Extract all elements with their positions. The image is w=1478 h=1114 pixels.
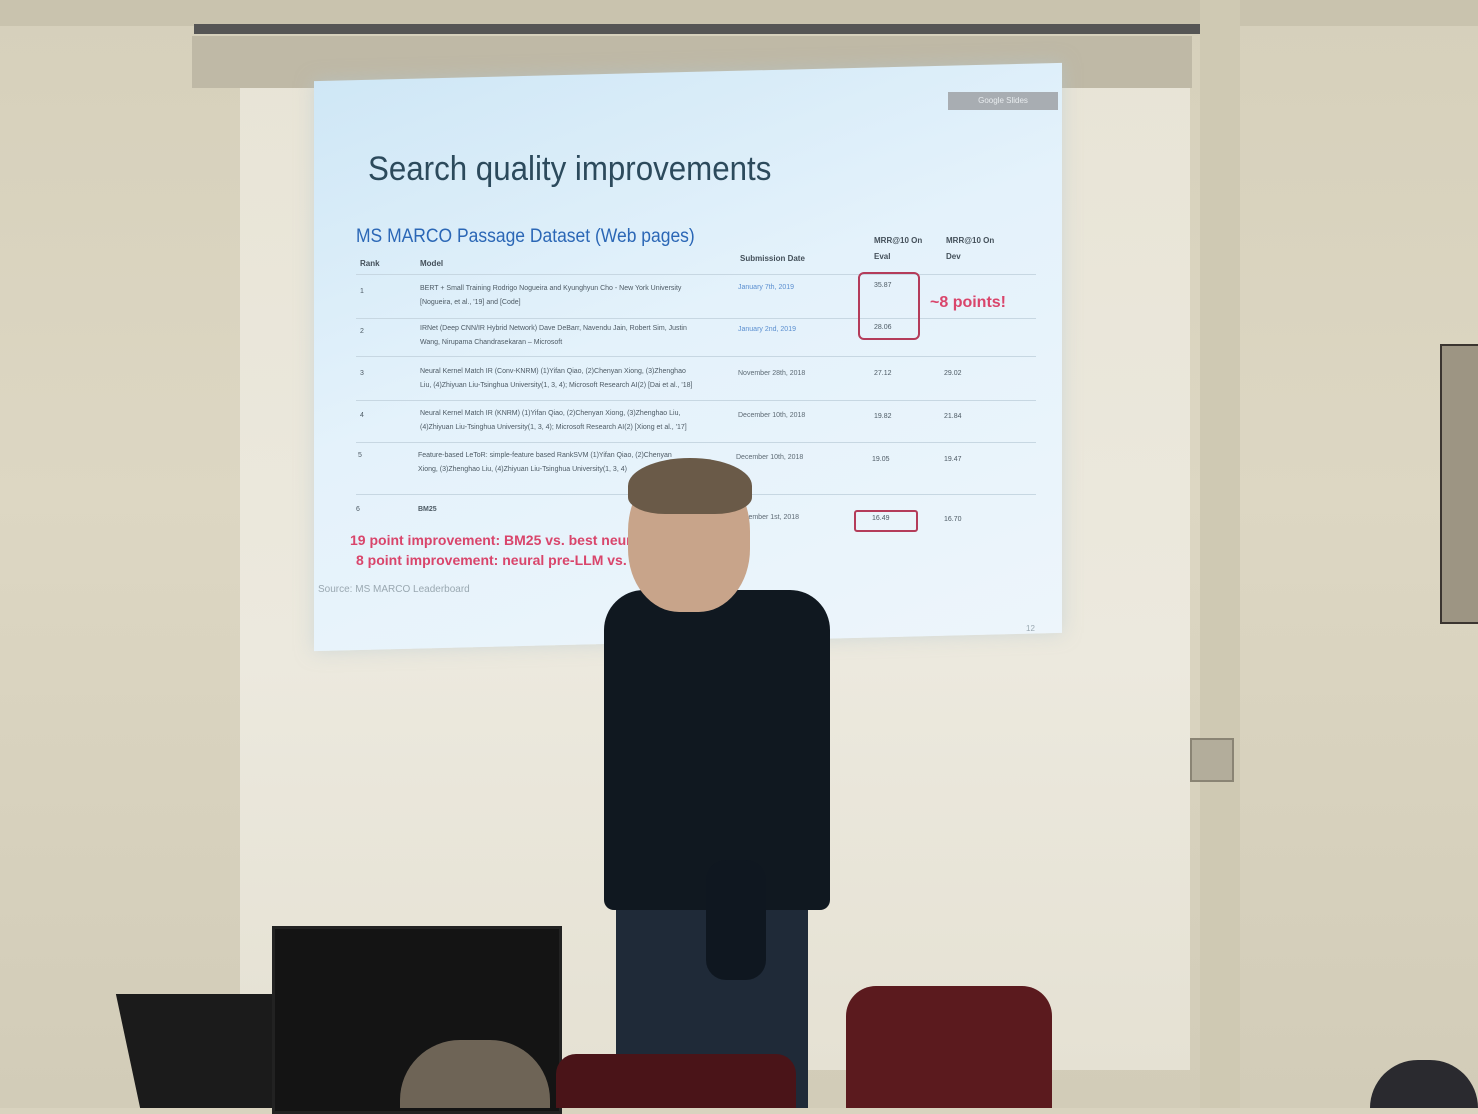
highlight-box-bm25 — [854, 510, 918, 532]
wall-outlet — [1190, 738, 1234, 782]
row-rank: 1 — [360, 288, 364, 295]
table-divider — [356, 274, 1036, 275]
row-rank: 5 — [358, 452, 362, 459]
slide-title: Search quality improvements — [368, 150, 772, 188]
row-dev: 16.70 — [944, 516, 962, 523]
row-rank: 3 — [360, 370, 364, 377]
chair — [846, 986, 1052, 1108]
table-divider — [356, 318, 1036, 319]
row-model-line1: Neural Kernel Match IR (KNRM) (1)Yifan Q… — [420, 410, 681, 417]
slide-page-number: 12 — [1026, 624, 1035, 633]
annotation-points: ~8 points! — [930, 294, 1007, 311]
row-model-line1: BERT + Small Training Rodrigo Nogueira a… — [420, 285, 682, 292]
row-model-line1: Feature-based LeToR: simple-feature base… — [418, 452, 672, 459]
header-eval-line1: MRR@10 On — [874, 236, 923, 245]
row-eval: 19.82 — [874, 413, 892, 420]
table-divider — [356, 442, 1036, 443]
screen-rail — [194, 24, 1204, 34]
slide-source: Source: MS MARCO Leaderboard — [318, 584, 470, 595]
row-date: December 10th, 2018 — [736, 454, 804, 461]
row-eval: 19.05 — [872, 456, 890, 463]
row-rank: 4 — [360, 412, 364, 419]
header-eval-line2: Eval — [874, 252, 891, 261]
row-eval: 16.49 — [872, 515, 890, 522]
highlight-box-top — [858, 272, 920, 340]
table-divider — [356, 356, 1036, 357]
row-model-line2: [Nogueira, et al., '19] and [Code] — [420, 299, 521, 306]
presenter-arm — [706, 860, 766, 980]
table-divider — [356, 400, 1036, 401]
row-date: January 7th, 2019 — [738, 284, 795, 291]
row-model-line2: (4)Zhiyuan Liu-Tsinghua University(1, 3,… — [420, 424, 687, 431]
row-dev: 29.02 — [944, 370, 962, 377]
row-date: January 2nd, 2019 — [738, 326, 796, 333]
header-dev-line2: Dev — [946, 252, 961, 261]
row-rank: 2 — [360, 328, 364, 335]
row-rank: 6 — [356, 506, 360, 513]
annotation-line1: 19 point improvement: BM25 vs. best neur… — [350, 532, 644, 548]
row-model-line1: Neural Kernel Match IR (Conv-KNRM) (1)Yi… — [420, 368, 686, 375]
row-model-line1: IRNet (Deep CNN/IR Hybrid Network) Dave … — [420, 325, 687, 332]
row-model-line2: Liu, (4)Zhiyuan Liu-Tsinghua University(… — [420, 382, 693, 389]
wall-pillar — [1200, 0, 1240, 1108]
wall-panel — [1440, 344, 1478, 624]
header-dev-line1: MRR@10 On — [946, 236, 995, 245]
row-dev: 19.47 — [944, 456, 962, 463]
row-date: November 1st, 2018 — [736, 514, 800, 521]
slide-subtitle: MS MARCO Passage Dataset (Web pages) — [356, 226, 695, 247]
presenter-hair — [628, 458, 752, 514]
row-date: December 10th, 2018 — [738, 412, 806, 419]
annotation-line2: 8 point improvement: neural pre-LLM vs. … — [356, 552, 660, 568]
row-eval: 27.12 — [874, 370, 892, 377]
row-dev: 21.84 — [944, 413, 962, 420]
slide-corner-button: Google Slides — [948, 92, 1058, 110]
ceiling — [0, 0, 1478, 26]
row-date: November 28th, 2018 — [738, 370, 806, 377]
row-eval: 35.87 — [874, 282, 892, 289]
header-date: Submission Date — [740, 254, 805, 263]
row-model-line2: Wang, Nirupama Chandrasekaran – Microsof… — [420, 339, 563, 346]
audience-head — [400, 1040, 550, 1108]
row-model-line2: Xiong, (3)Zhenghao Liu, (4)Zhiyuan Liu-T… — [418, 466, 627, 473]
header-rank: Rank — [360, 259, 380, 268]
header-model: Model — [420, 259, 444, 268]
chair — [556, 1054, 796, 1108]
row-eval: 28.06 — [874, 324, 892, 331]
row-model-line1: BM25 — [418, 506, 437, 513]
presenter-body — [604, 590, 830, 910]
